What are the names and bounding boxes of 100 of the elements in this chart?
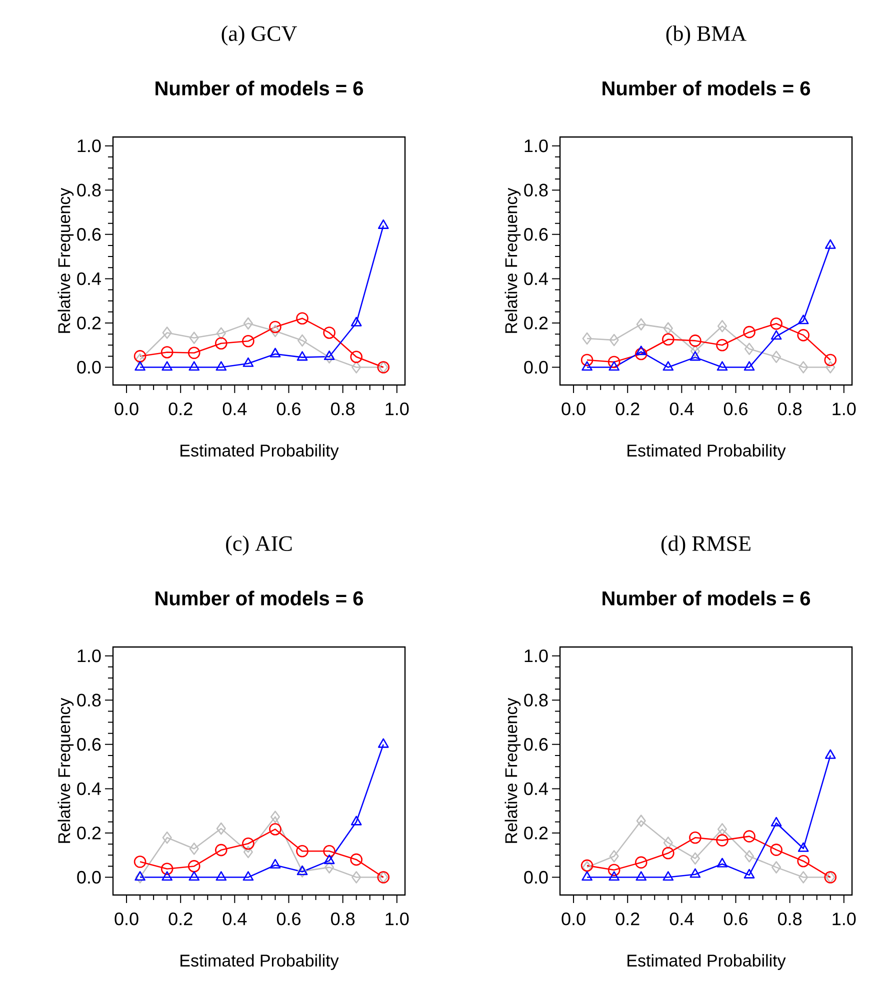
point [770,318,782,330]
point [162,832,172,844]
point [352,361,362,374]
point [608,356,620,368]
point [188,860,200,872]
point [636,318,646,330]
point [242,357,254,367]
y-axis-title: Relative Frequency [504,188,521,333]
x-tick-label: 0.2 [616,912,640,926]
x-axis-title: Estimated Probability [180,444,339,460]
point [797,329,810,342]
point [770,816,782,826]
point [662,847,674,860]
point [689,334,702,347]
y-tick-label: 0.0 [524,360,548,374]
point [324,351,334,364]
point [215,337,228,350]
point [243,846,253,858]
point [689,832,702,844]
y-tick-label: 0.2 [77,826,101,840]
point [162,361,172,371]
point [582,332,592,345]
point [216,327,226,340]
x-tick-label: 0.4 [670,912,694,926]
point [160,862,174,876]
x-tick-label: 0.8 [331,402,355,416]
point [798,842,809,852]
y-tick-label: 0.6 [524,738,548,751]
point [717,823,728,836]
point [744,342,754,356]
point [743,326,756,338]
y-tick-label: 0.8 [77,694,101,707]
x-tick-label: 0.8 [778,402,802,416]
point [242,335,254,348]
x-tick-label: 0.0 [562,402,586,416]
point [350,816,362,826]
point [582,361,592,371]
point [770,330,782,340]
point [135,871,145,884]
x-tick-label: 0.2 [168,912,192,926]
point [296,312,308,324]
x-tick-label: 1.0 [386,912,409,926]
x-tick-label: 0.0 [562,912,586,926]
point [134,361,146,371]
x-tick-label: 1.0 [832,402,856,416]
y-tick-label: 0.8 [524,694,548,707]
point [824,239,836,249]
point [134,350,146,362]
point [744,868,755,878]
point [352,871,362,884]
y-tick-label: 1.0 [524,649,548,662]
x-axis-title: Estimated Probability [180,954,339,970]
point [636,346,647,356]
chart-title: (a) GCV [222,26,297,46]
point [242,871,254,881]
x-axis-title: Estimated Probability [628,444,786,460]
point [270,810,280,823]
x-tick-label: 0.2 [616,402,640,416]
chart-title: (b) BMA [666,26,746,46]
point [798,871,808,884]
y-tick-label: 1.0 [524,139,548,152]
y-tick-label: 0.4 [524,782,548,796]
point [772,861,782,874]
point [378,738,389,748]
point [162,871,172,881]
x-tick-label: 0.4 [222,912,247,926]
point [162,326,172,339]
x-tick-label: 0.0 [114,402,138,416]
point [636,814,646,827]
y-axis-title: Relative Frequency [58,188,74,333]
point [826,361,836,374]
point [216,822,226,835]
point [690,344,700,358]
point [770,844,782,856]
point [716,834,728,846]
point [189,332,199,344]
x-tick-label: 0.2 [168,402,192,416]
point [160,346,174,358]
x-tick-label: 0.4 [222,402,247,416]
x-tick-label: 1.0 [832,912,856,926]
chart-subtitle: Number of models = 6 [602,80,810,96]
point [134,856,146,868]
point [582,871,592,881]
y-tick-label: 0.6 [77,738,101,751]
point [662,361,674,371]
y-tick-label: 1.0 [78,139,101,152]
point [609,850,619,862]
point [798,361,808,374]
point [135,353,145,366]
y-axis-title: Relative Frequency [58,698,74,843]
y-tick-label: 0.2 [524,316,548,330]
point [269,320,282,334]
point [716,338,728,352]
y-tick-label: 0.4 [77,782,101,796]
point [188,361,200,371]
point [215,844,228,856]
y-tick-label: 0.2 [77,316,101,330]
point [270,858,281,869]
point [636,871,647,881]
point [663,322,673,334]
